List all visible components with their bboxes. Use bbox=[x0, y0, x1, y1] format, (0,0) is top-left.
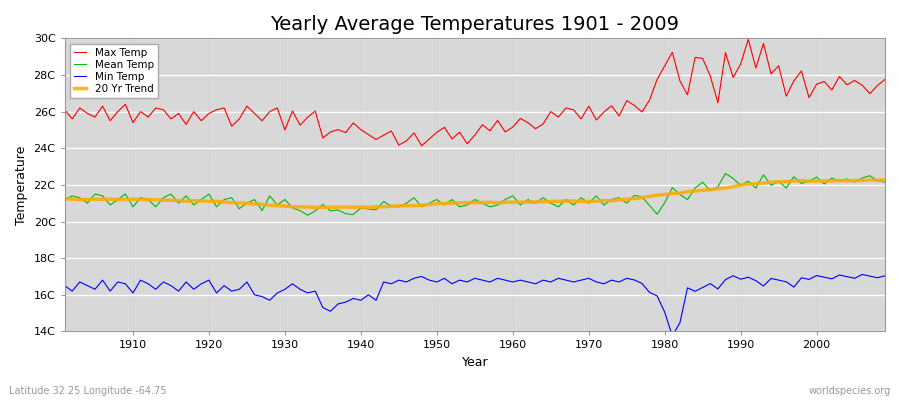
20 Yr Trend bbox=[363, 205, 374, 210]
Mean Temp bbox=[720, 171, 731, 176]
Mean Temp bbox=[515, 203, 526, 208]
20 Yr Trend bbox=[606, 198, 616, 203]
Min Temp bbox=[500, 278, 510, 282]
Legend: Max Temp, Mean Temp, Min Temp, 20 Yr Trend: Max Temp, Mean Temp, Min Temp, 20 Yr Tre… bbox=[70, 44, 158, 98]
Mean Temp bbox=[606, 197, 616, 202]
20 Yr Trend bbox=[515, 200, 526, 204]
Max Temp bbox=[742, 37, 753, 42]
Min Temp bbox=[667, 334, 678, 338]
Line: Min Temp: Min Temp bbox=[65, 274, 885, 336]
Line: Max Temp: Max Temp bbox=[65, 40, 885, 146]
20 Yr Trend bbox=[333, 205, 344, 210]
Mean Temp bbox=[508, 194, 518, 198]
Min Temp bbox=[508, 280, 518, 284]
Text: worldspecies.org: worldspecies.org bbox=[809, 386, 891, 396]
X-axis label: Year: Year bbox=[462, 356, 488, 369]
20 Yr Trend bbox=[120, 197, 130, 202]
20 Yr Trend bbox=[287, 204, 298, 209]
Min Temp bbox=[120, 281, 130, 286]
Min Temp bbox=[879, 273, 890, 278]
Text: Latitude 32.25 Longitude -64.75: Latitude 32.25 Longitude -64.75 bbox=[9, 386, 166, 396]
Mean Temp bbox=[59, 197, 70, 202]
Mean Temp bbox=[340, 211, 351, 216]
Line: 20 Yr Trend: 20 Yr Trend bbox=[65, 180, 885, 207]
Mean Temp bbox=[302, 213, 313, 218]
Min Temp bbox=[59, 283, 70, 288]
20 Yr Trend bbox=[879, 178, 890, 182]
Max Temp bbox=[606, 103, 616, 108]
Max Temp bbox=[515, 116, 526, 121]
Mean Temp bbox=[287, 206, 298, 210]
Y-axis label: Temperature: Temperature bbox=[15, 145, 28, 224]
Title: Yearly Average Temperatures 1901 - 2009: Yearly Average Temperatures 1901 - 2009 bbox=[270, 15, 680, 34]
Max Temp bbox=[333, 127, 344, 132]
Min Temp bbox=[287, 281, 298, 286]
Min Temp bbox=[857, 272, 868, 277]
Max Temp bbox=[120, 102, 130, 107]
Line: Mean Temp: Mean Temp bbox=[65, 174, 885, 215]
20 Yr Trend bbox=[59, 197, 70, 202]
Mean Temp bbox=[879, 180, 890, 184]
Max Temp bbox=[508, 125, 518, 130]
Max Temp bbox=[416, 143, 427, 148]
20 Yr Trend bbox=[508, 200, 518, 205]
Max Temp bbox=[287, 109, 298, 114]
Max Temp bbox=[59, 107, 70, 112]
Mean Temp bbox=[120, 192, 130, 196]
Min Temp bbox=[333, 302, 344, 306]
Min Temp bbox=[598, 281, 609, 286]
Max Temp bbox=[879, 77, 890, 82]
